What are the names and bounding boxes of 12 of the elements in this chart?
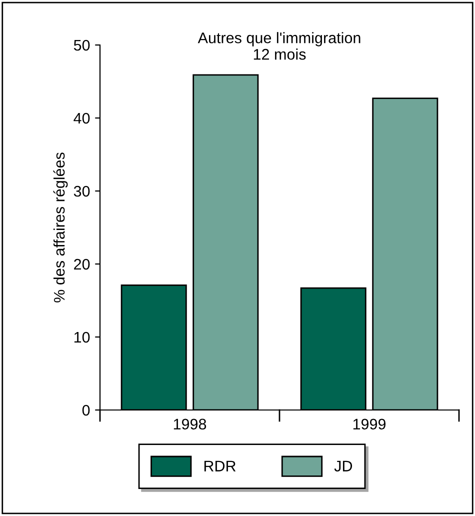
y-tick-label: 20 [74, 258, 90, 270]
y-tick-label: 10 [74, 332, 90, 343]
legend-label: JD [334, 460, 352, 472]
chart-title: Autres que l'immigration 12 mois [198, 32, 360, 60]
legend-label: RDR [204, 460, 236, 472]
y-tick-label: 40 [74, 112, 90, 124]
x-tick-label: 1999 [353, 418, 386, 430]
y-tick-label: 0 [82, 404, 90, 416]
y-tick-label: 50 [74, 40, 90, 51]
y-tick-label: 30 [74, 186, 90, 197]
y-axis-title: % des affaires réglées [53, 152, 68, 302]
x-tick-label: 1998 [174, 418, 206, 430]
